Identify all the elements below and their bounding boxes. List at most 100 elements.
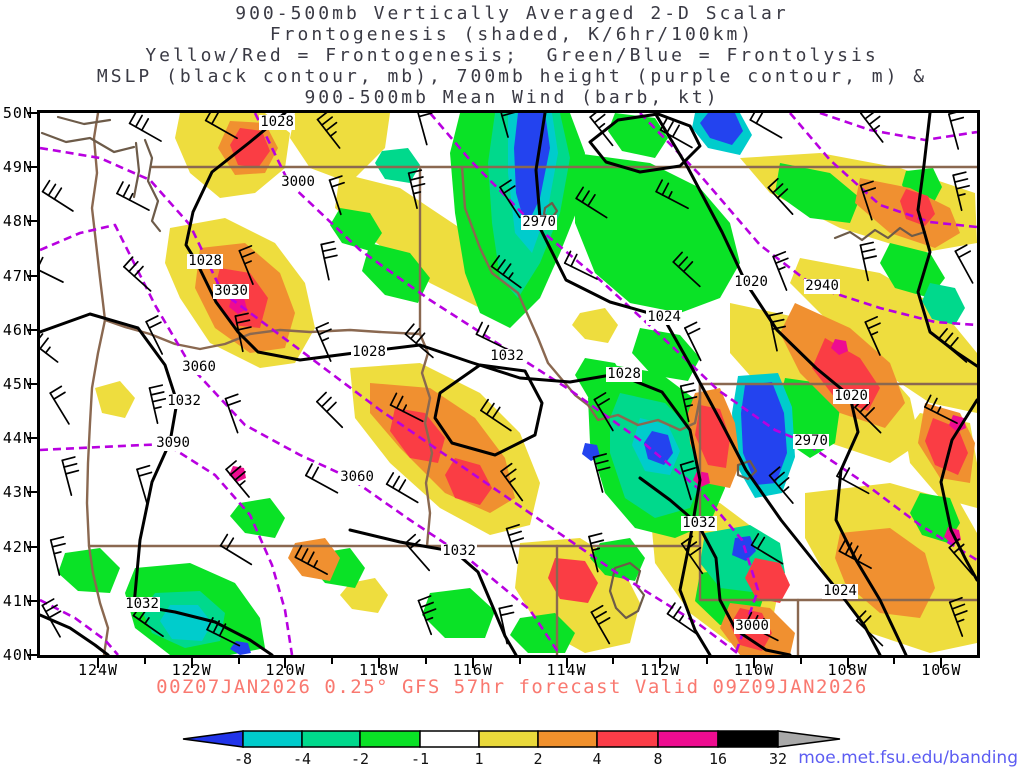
wind-barb-stroke <box>316 113 328 121</box>
contour-sw <box>40 598 119 655</box>
title-line-4: MSLP (black contour, mb), 700mb height (… <box>96 66 928 87</box>
wind-barb-stroke <box>306 551 315 565</box>
wind-barb-stroke <box>64 469 80 475</box>
wind-barb-stroke <box>860 615 872 627</box>
wind-barb-stroke <box>596 466 611 472</box>
lon-tick <box>143 658 146 664</box>
wind-barb-stroke <box>768 314 778 352</box>
wind-barb-stroke <box>859 241 875 247</box>
wind-barb-stroke <box>219 544 253 566</box>
wind-barb-stroke <box>756 536 766 550</box>
lat-tick <box>27 112 37 114</box>
wind-barb-stroke <box>321 337 330 342</box>
lon-tick <box>378 658 381 668</box>
contour-sw-corner <box>40 613 110 655</box>
wind-barb-stroke <box>133 265 144 278</box>
wind-barb-stroke <box>683 327 702 362</box>
wind-barb-stroke <box>665 121 674 135</box>
contour-3030 <box>40 146 741 655</box>
wind-barb-stroke <box>225 537 235 551</box>
lon-tick <box>565 658 568 668</box>
wind-barb-stroke <box>227 400 241 407</box>
wind-barb-stroke <box>772 251 787 258</box>
site-link[interactable]: moe.met.fsu.edu/banding <box>798 748 1018 768</box>
wind-barb-stroke <box>407 172 418 210</box>
wind-barb-stroke <box>957 250 971 259</box>
wind-barb-stroke <box>687 327 701 336</box>
wind-barb-stroke <box>655 179 664 193</box>
lon-tick <box>424 658 427 664</box>
wind-barb-stroke <box>328 179 342 216</box>
wind-barb-stroke <box>678 615 684 623</box>
wind-barb-stroke <box>770 318 785 324</box>
lat-tick <box>27 166 37 169</box>
wind-barb-stroke <box>417 599 433 636</box>
wind-barb-stroke <box>838 550 872 569</box>
colorbar-segment--1 <box>419 730 480 748</box>
contour-ne-2 <box>789 113 977 229</box>
colorbar-segment-8 <box>657 730 719 748</box>
wind-barb-stroke <box>409 539 421 550</box>
wind-barb-stroke <box>589 116 614 147</box>
wind-barb-stroke <box>948 601 964 637</box>
wind-barb-stroke <box>861 187 877 193</box>
wind-barb-stroke <box>204 119 238 140</box>
wind-barb-stroke <box>44 604 58 613</box>
wind-barb-stroke <box>859 184 873 221</box>
wind-barb-stroke <box>136 468 149 505</box>
wind-barb-stroke <box>859 180 874 187</box>
wind-barb-stroke <box>425 616 434 622</box>
wind-barb-stroke <box>316 391 327 403</box>
wind-barb-stroke <box>151 397 167 403</box>
wind-barb-stroke <box>224 393 239 400</box>
colorbar-tick-32: 32 <box>769 750 787 768</box>
wind-barb-stroke <box>404 333 434 359</box>
colorbar-segment-4 <box>596 730 659 748</box>
wind-barb-stroke <box>475 333 510 351</box>
wind-barb-stroke <box>138 471 153 477</box>
wind-barb-stroke <box>671 124 680 138</box>
puget-sound <box>143 138 162 233</box>
wind-barb-stroke <box>590 604 604 614</box>
wind-barb-stroke <box>44 346 51 354</box>
wind-barb-stroke <box>323 254 338 260</box>
wind-barb-stroke <box>782 486 790 493</box>
colorbar-segment-1 <box>478 730 539 748</box>
lat-label-42N: 42N <box>2 537 33 556</box>
wind-barb-stroke <box>224 397 239 434</box>
wind-barb-stroke <box>500 113 509 138</box>
wind-barb-stroke <box>868 115 881 126</box>
wind-barb-stroke <box>504 468 517 478</box>
wind-barb-stroke <box>128 113 137 125</box>
wind-barb-stroke <box>844 542 853 556</box>
wind-barb-stroke <box>234 315 244 353</box>
wind-barb-stroke <box>776 188 789 199</box>
lon-tick <box>97 658 99 668</box>
map-graphics <box>40 113 977 655</box>
wind-barb-stroke <box>316 400 344 429</box>
contour-3000 <box>253 113 760 655</box>
wind-barb-stroke <box>238 245 253 252</box>
height-contours-700mb <box>40 113 977 655</box>
wind-barb-stroke <box>320 243 330 281</box>
wind-barb-stroke <box>501 113 516 117</box>
wind-barb-stroke <box>768 311 784 317</box>
wind-barb-stroke <box>144 617 150 625</box>
wind-barb-stroke <box>153 406 162 410</box>
wind-barb-stroke <box>859 402 870 414</box>
wind-barb-stroke <box>679 464 692 501</box>
id-mt-border <box>460 165 702 432</box>
wind-barb-stroke <box>679 460 694 466</box>
wind-barb-stroke <box>659 117 668 131</box>
contour-3060 <box>40 223 562 655</box>
wind-barb-stroke <box>598 122 606 129</box>
forecast-caption: 00Z07JAN2026 0.25° GFS 57hr forecast Val… <box>156 676 868 698</box>
wind-barb-stroke <box>864 321 881 356</box>
contour-1028 <box>184 113 712 655</box>
wind-barb-stroke <box>145 320 164 355</box>
wind-barb-stroke <box>588 532 603 538</box>
contour-1032-west <box>40 312 274 655</box>
wind-barb-stroke <box>490 255 501 268</box>
wind-barb-stroke <box>229 465 242 476</box>
wind-barb-stroke <box>563 262 598 280</box>
